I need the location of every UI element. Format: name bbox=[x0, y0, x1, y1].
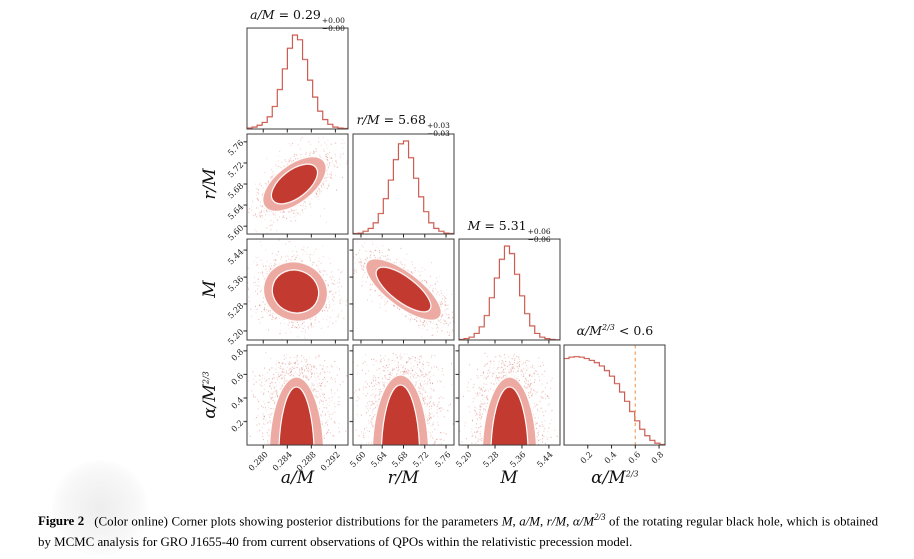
y-axis-label-M: M bbox=[200, 280, 220, 298]
panel-hist-aM bbox=[241, 22, 354, 135]
caption-pre: (Color online) Corner plots showing post… bbox=[94, 514, 502, 529]
caption-math-aM: a/M bbox=[519, 514, 541, 529]
x-tick-label: 5.76 bbox=[432, 448, 453, 469]
x-tick-label: 5.68 bbox=[389, 448, 410, 469]
x-tick-label: 0.8 bbox=[649, 448, 666, 466]
x-tick-label: 5.28 bbox=[481, 448, 501, 469]
panel-scatter-aM-vs-M bbox=[241, 338, 354, 451]
y-axis-label-rM: r/M bbox=[200, 168, 220, 200]
panel-title-rM: r/M = 5.68 +0.03 −0.03 bbox=[356, 112, 450, 139]
panel-hist-M bbox=[558, 338, 672, 451]
caption-math-rM: r/M bbox=[546, 514, 567, 529]
caption-sep: , bbox=[512, 514, 520, 529]
x-tick-label: 5.44 bbox=[534, 448, 555, 469]
caption-label: Figure 2 bbox=[38, 514, 85, 529]
x-tick-label: 5.60 bbox=[347, 448, 368, 469]
panel-title-M: α/M2/3 < 0.6 bbox=[576, 323, 654, 339]
panel-scatter-aM-vs-M bbox=[241, 233, 354, 346]
x-tick-label: 0.292 bbox=[318, 448, 342, 473]
x-axis-label-rM: r/M bbox=[387, 468, 419, 488]
corner-plot-figure: a/M = 0.29 +0.00 −0.00 r/M = 5.68 +0.03 −0.03… bbox=[200, 6, 672, 488]
x-tick-label: 5.72 bbox=[410, 448, 431, 469]
x-axis-label-M: M bbox=[500, 468, 518, 488]
x-tick-label: 5.36 bbox=[507, 448, 528, 469]
x-tick-label: 5.20 bbox=[454, 448, 475, 469]
figure-caption: Figure 2 (Color online) Corner plots show… bbox=[38, 510, 878, 552]
x-tick-label: 0.6 bbox=[625, 448, 643, 466]
x-tick-label: 0.4 bbox=[602, 448, 619, 466]
watermark-circle bbox=[52, 460, 148, 556]
caption-math-alpha-exp: 2/3 bbox=[593, 512, 606, 522]
caption-math-alpha: α/M bbox=[572, 514, 594, 529]
caption-sep: , bbox=[540, 514, 547, 529]
panel-hist-M bbox=[452, 233, 566, 346]
panel-scatter-M-vs-M bbox=[452, 338, 566, 451]
caption-sep: , bbox=[566, 514, 573, 529]
x-tick-label: 5.64 bbox=[368, 448, 389, 469]
x-axis-label-M: α/M2/3 bbox=[591, 468, 639, 488]
panel-scatter-rM-vs-M bbox=[346, 338, 460, 451]
panel-scatter-aM-vs-rM bbox=[241, 127, 354, 240]
x-tick-label: 0.2 bbox=[578, 448, 595, 466]
panel-hist-rM bbox=[346, 127, 460, 240]
panel-scatter-rM-vs-M bbox=[346, 233, 460, 346]
panel-title-M: M = 5.31 +0.06 −0.06 bbox=[467, 217, 551, 244]
panel-title-aM: a/M = 0.29 +0.00 −0.00 bbox=[250, 6, 345, 33]
x-tick-label: 0.280 bbox=[245, 448, 270, 473]
x-axis-label-aM: a/M bbox=[280, 468, 315, 488]
caption-math-M: M bbox=[501, 514, 513, 529]
y-axis-label-M: α/M2/3 bbox=[200, 371, 220, 419]
caption-post: of the rotating regular black hole, whic… bbox=[38, 514, 879, 549]
